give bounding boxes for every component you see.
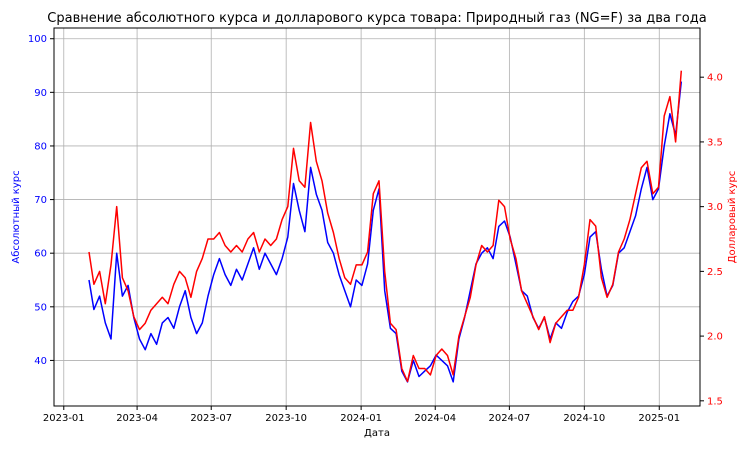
axes: 2023-01 2023-04 2023-07 2023-10 2024-01 2024-… [28,34,723,424]
x-tick-label: 2024-01 [340,413,382,424]
y-left-tick-label: 40 [34,356,47,367]
y-left-tick-label: 80 [34,141,47,152]
x-tick-label: 2023-01 [43,413,85,424]
grid [54,28,700,406]
series-line-dollar [88,70,683,383]
y-axis-left-label: Абсолютный курс [11,170,22,263]
y-left-tick-label: 60 [34,249,47,260]
x-tick-label: 2023-04 [116,413,158,424]
y-left-tick-label: 90 [34,88,47,99]
y-right-tick-label: 4.0 [707,73,723,84]
y-left-tick-label: 50 [34,302,47,313]
plot-frame [53,27,701,407]
x-tick-label: 2024-04 [414,413,456,424]
chart-title: Сравнение абсолютного курса и долларовог… [47,11,706,26]
x-tick-label: 2023-07 [190,413,232,424]
x-tick-label: 2023-10 [265,413,307,424]
y-axis-right-label: Долларовый курс [727,171,738,264]
y-right-tick-label: 2.5 [707,267,723,278]
series-line-absolute [88,81,683,383]
y-right-tick-label: 2.0 [707,332,723,343]
series-lines [88,70,683,383]
x-tick-label: 2024-10 [563,413,605,424]
x-axis-label: Дата [364,428,390,439]
x-tick-label: 2025-01 [638,413,680,424]
y-left-tick-label: 70 [34,195,47,206]
y-right-tick-label: 1.5 [707,396,723,407]
y-right-tick-label: 3.0 [707,202,723,213]
x-tick-label: 2024-07 [488,413,530,424]
y-left-tick-label: 100 [28,34,47,45]
y-right-tick-label: 3.5 [707,137,723,148]
